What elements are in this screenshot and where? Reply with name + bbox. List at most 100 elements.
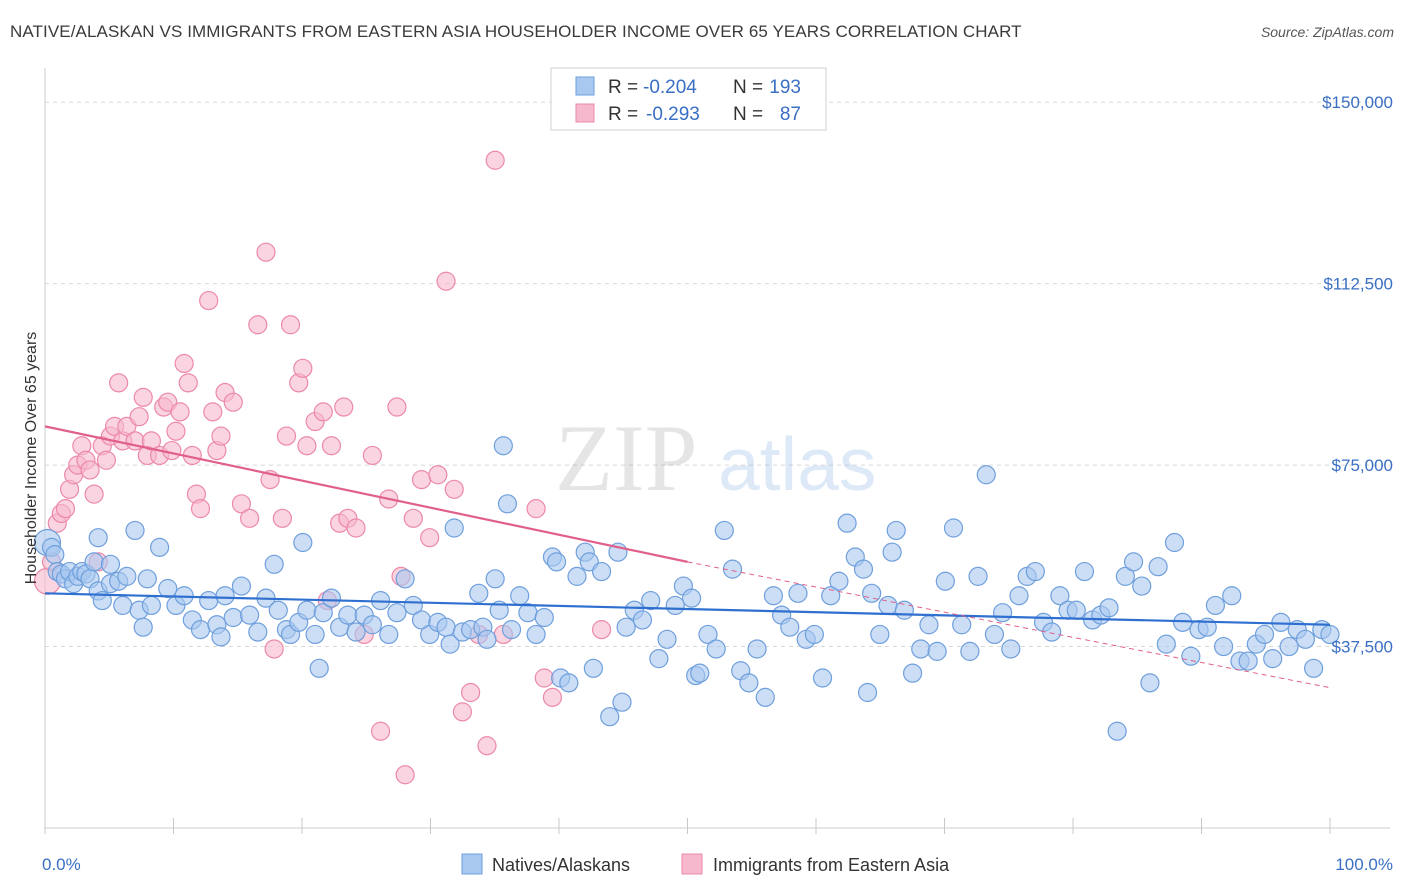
natives-alaskans-point	[215, 586, 235, 606]
natives-alaskans-point	[1132, 576, 1152, 596]
natives-alaskans-point	[313, 603, 333, 623]
immigrants-eastern-asia-point	[411, 470, 432, 490]
natives-alaskans-point	[395, 569, 415, 589]
natives-alaskans-point	[591, 561, 612, 582]
natives-alaskans-point	[117, 566, 137, 586]
natives-alaskans-point	[567, 566, 587, 586]
bottom-legend-swatch-pink	[681, 853, 703, 875]
immigrants-eastern-asia-point	[190, 499, 211, 519]
natives-alaskans-point	[1213, 636, 1234, 657]
natives-alaskans-point	[812, 668, 833, 688]
immigrants-eastern-asia-point	[170, 402, 190, 422]
immigrants-eastern-asia-point	[109, 373, 129, 393]
natives-alaskans-point	[993, 603, 1013, 623]
immigrants-eastern-asia-point	[223, 392, 243, 412]
natives-alaskans-point	[141, 595, 162, 616]
natives-alaskans-point	[1222, 586, 1242, 606]
natives-alaskans-point	[935, 571, 955, 591]
natives-alaskans-point	[526, 624, 546, 645]
natives-alaskans-point	[158, 578, 178, 599]
immigrants-eastern-asia-point	[133, 387, 153, 407]
y-axis-title: Householder Income Over 65 years	[23, 332, 40, 585]
immigrants-eastern-asia-point	[526, 499, 546, 519]
watermark-zip: ZIP	[555, 405, 698, 511]
natives-alaskans-point	[489, 600, 509, 620]
natives-alaskans-point	[829, 571, 849, 591]
y-tick-label: $112,500	[1323, 275, 1393, 294]
natives-alaskans-point	[293, 532, 313, 553]
immigrants-eastern-asia-point	[178, 373, 198, 393]
natives-alaskans-point	[88, 528, 108, 548]
natives-alaskans-point	[223, 607, 243, 628]
natives-alaskans-point	[546, 552, 567, 572]
natives-alaskans-point	[125, 520, 145, 541]
natives-alaskans-point	[199, 590, 219, 611]
source-credit: Source: ZipAtlas.com	[1260, 24, 1394, 40]
immigrants-eastern-asia-points	[33, 150, 612, 785]
natives-alaskans-point	[346, 622, 366, 642]
natives-alaskans-point	[1254, 624, 1275, 645]
immigrants-eastern-asia-point	[436, 271, 456, 291]
natives-alaskans-point	[1156, 634, 1176, 654]
natives-alaskans-point	[739, 673, 759, 693]
natives-alaskans-point	[100, 554, 121, 574]
natives-alaskans-point	[268, 600, 288, 620]
bottom-legend-label-blue: Natives/Alaskans	[492, 855, 630, 875]
natives-alaskans-point	[1001, 639, 1021, 659]
natives-alaskans-point	[92, 590, 112, 611]
natives-alaskans-point	[882, 542, 902, 562]
grid-lines	[45, 101, 1390, 648]
natives-alaskans-point	[1107, 721, 1127, 741]
natives-alaskans-point	[305, 624, 325, 645]
immigrants-eastern-asia-point	[280, 315, 301, 335]
natives-alaskans-point	[84, 552, 104, 572]
natives-alaskans-point	[190, 620, 211, 640]
natives-alaskans-point	[321, 588, 342, 608]
natives-alaskans-point	[632, 610, 653, 630]
natives-alaskans-point	[984, 624, 1005, 645]
natives-alaskans-point	[1263, 649, 1283, 669]
natives-alaskans-point	[821, 586, 841, 606]
natives-alaskans-point	[137, 569, 157, 589]
immigrants-eastern-asia-point	[297, 436, 317, 456]
immigrants-eastern-asia-point	[403, 508, 423, 528]
legend-swatch-pink	[575, 103, 595, 123]
natives-alaskans-point	[641, 590, 661, 611]
natives-alaskans-point	[309, 658, 329, 678]
natives-alaskans-point	[862, 583, 882, 603]
natives-alaskans-point	[440, 634, 460, 654]
natives-alaskans-point	[231, 576, 252, 596]
natives-alaskans-point	[1164, 532, 1185, 553]
immigrants-eastern-asia-point	[461, 682, 481, 703]
natives-alaskans-point	[477, 629, 497, 649]
natives-alaskans-point	[113, 595, 133, 616]
immigrants-eastern-asia-point	[264, 639, 284, 659]
immigrants-eastern-asia-point	[240, 508, 260, 528]
natives-alaskans-point	[943, 518, 964, 538]
immigrants-eastern-asia-point	[174, 353, 194, 374]
immigrants-eastern-asia-point	[428, 465, 448, 485]
immigrants-eastern-asia-point	[96, 450, 116, 470]
legend-n-label-pink: N =	[733, 104, 763, 125]
natives-alaskans-point	[297, 600, 317, 620]
natives-alaskans-point	[501, 620, 522, 640]
natives-alaskans-point	[755, 687, 775, 707]
natives-alaskans-point	[485, 569, 505, 589]
natives-alaskans-point	[681, 588, 702, 608]
watermark-atlas: atlas	[718, 422, 876, 506]
natives-alaskans-point	[763, 586, 784, 606]
natives-alaskans-point	[1050, 586, 1070, 606]
y-tick-label: $150,000	[1322, 93, 1393, 112]
natives-alaskans-point	[657, 629, 677, 649]
legend-n-value-blue: 193	[769, 77, 801, 98]
natives-alaskans-point	[927, 641, 947, 661]
legend-r-value-pink: -0.293	[646, 104, 700, 125]
legend-r-label-pink: R =	[608, 104, 638, 125]
natives-alaskans-point	[788, 583, 808, 603]
natives-alaskans-point	[444, 518, 464, 538]
immigrants-eastern-asia-point	[80, 460, 100, 480]
natives-alaskans-point	[911, 639, 931, 659]
natives-alaskans-point	[837, 513, 857, 533]
natives-alaskans-point	[583, 658, 603, 678]
natives-alaskans-point	[870, 624, 890, 645]
